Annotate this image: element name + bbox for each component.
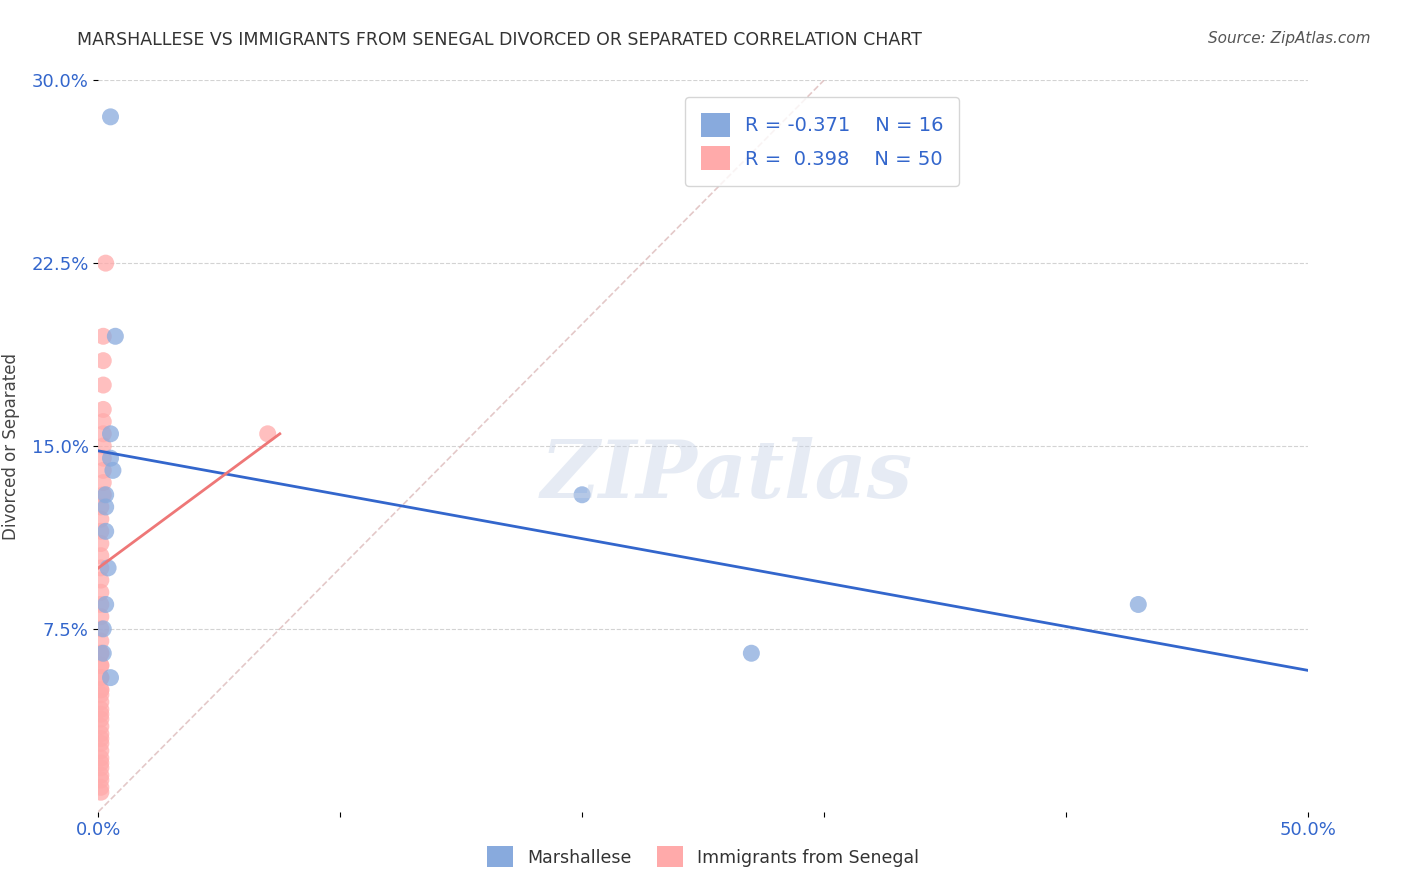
- Point: [90, 727, 112, 741]
- Point: [91, 463, 114, 477]
- Point: [91, 329, 114, 343]
- Point: [90, 751, 112, 765]
- Point: [100, 110, 122, 124]
- Point: [91, 622, 114, 636]
- Point: [90, 512, 112, 526]
- Point: [94, 488, 117, 502]
- Point: [90, 500, 112, 514]
- Point: [91, 353, 114, 368]
- Point: [90, 695, 112, 709]
- Point: [90, 609, 112, 624]
- Point: [90, 561, 112, 575]
- Point: [90, 658, 112, 673]
- Point: [90, 549, 112, 563]
- Legend: R = -0.371    N = 16, R =  0.398    N = 50: R = -0.371 N = 16, R = 0.398 N = 50: [685, 97, 959, 186]
- Point: [91, 415, 114, 429]
- Point: [97, 561, 120, 575]
- Point: [100, 671, 122, 685]
- Point: [90, 585, 112, 599]
- Point: [90, 768, 112, 782]
- Point: [91, 378, 114, 392]
- Point: [91, 439, 114, 453]
- Point: [90, 646, 112, 660]
- Point: [90, 712, 112, 726]
- Point: [90, 524, 112, 539]
- Point: [91, 402, 114, 417]
- Point: [104, 329, 127, 343]
- Point: [90, 756, 112, 770]
- Point: [90, 702, 112, 716]
- Point: [90, 536, 112, 550]
- Point: [100, 451, 122, 466]
- Point: [90, 671, 112, 685]
- Y-axis label: Divorced or Separated: Divorced or Separated: [3, 352, 20, 540]
- Point: [91, 475, 114, 490]
- Text: ZIPatlas: ZIPatlas: [541, 436, 914, 514]
- Point: [90, 719, 112, 733]
- Point: [90, 707, 112, 722]
- Point: [90, 622, 112, 636]
- Point: [90, 785, 112, 799]
- Point: [571, 488, 593, 502]
- Point: [90, 780, 112, 795]
- Point: [90, 761, 112, 775]
- Legend: Marshallese, Immigrants from Senegal: Marshallese, Immigrants from Senegal: [479, 839, 927, 874]
- Point: [94, 500, 117, 514]
- Point: [90, 688, 112, 702]
- Point: [91, 426, 114, 441]
- Point: [91, 488, 114, 502]
- Point: [90, 634, 112, 648]
- Point: [90, 671, 112, 685]
- Point: [90, 736, 112, 750]
- Point: [90, 682, 112, 697]
- Point: [94, 524, 117, 539]
- Point: [94, 256, 117, 270]
- Point: [90, 598, 112, 612]
- Point: [90, 682, 112, 697]
- Point: [91, 646, 114, 660]
- Text: MARSHALLESE VS IMMIGRANTS FROM SENEGAL DIVORCED OR SEPARATED CORRELATION CHART: MARSHALLESE VS IMMIGRANTS FROM SENEGAL D…: [77, 31, 922, 49]
- Point: [90, 731, 112, 746]
- Point: [90, 646, 112, 660]
- Point: [740, 646, 762, 660]
- Point: [90, 658, 112, 673]
- Text: Source: ZipAtlas.com: Source: ZipAtlas.com: [1208, 31, 1371, 46]
- Point: [91, 451, 114, 466]
- Point: [100, 426, 122, 441]
- Point: [1128, 598, 1150, 612]
- Point: [94, 598, 117, 612]
- Point: [90, 573, 112, 587]
- Point: [101, 463, 124, 477]
- Point: [90, 744, 112, 758]
- Point: [90, 772, 112, 787]
- Point: [256, 426, 278, 441]
